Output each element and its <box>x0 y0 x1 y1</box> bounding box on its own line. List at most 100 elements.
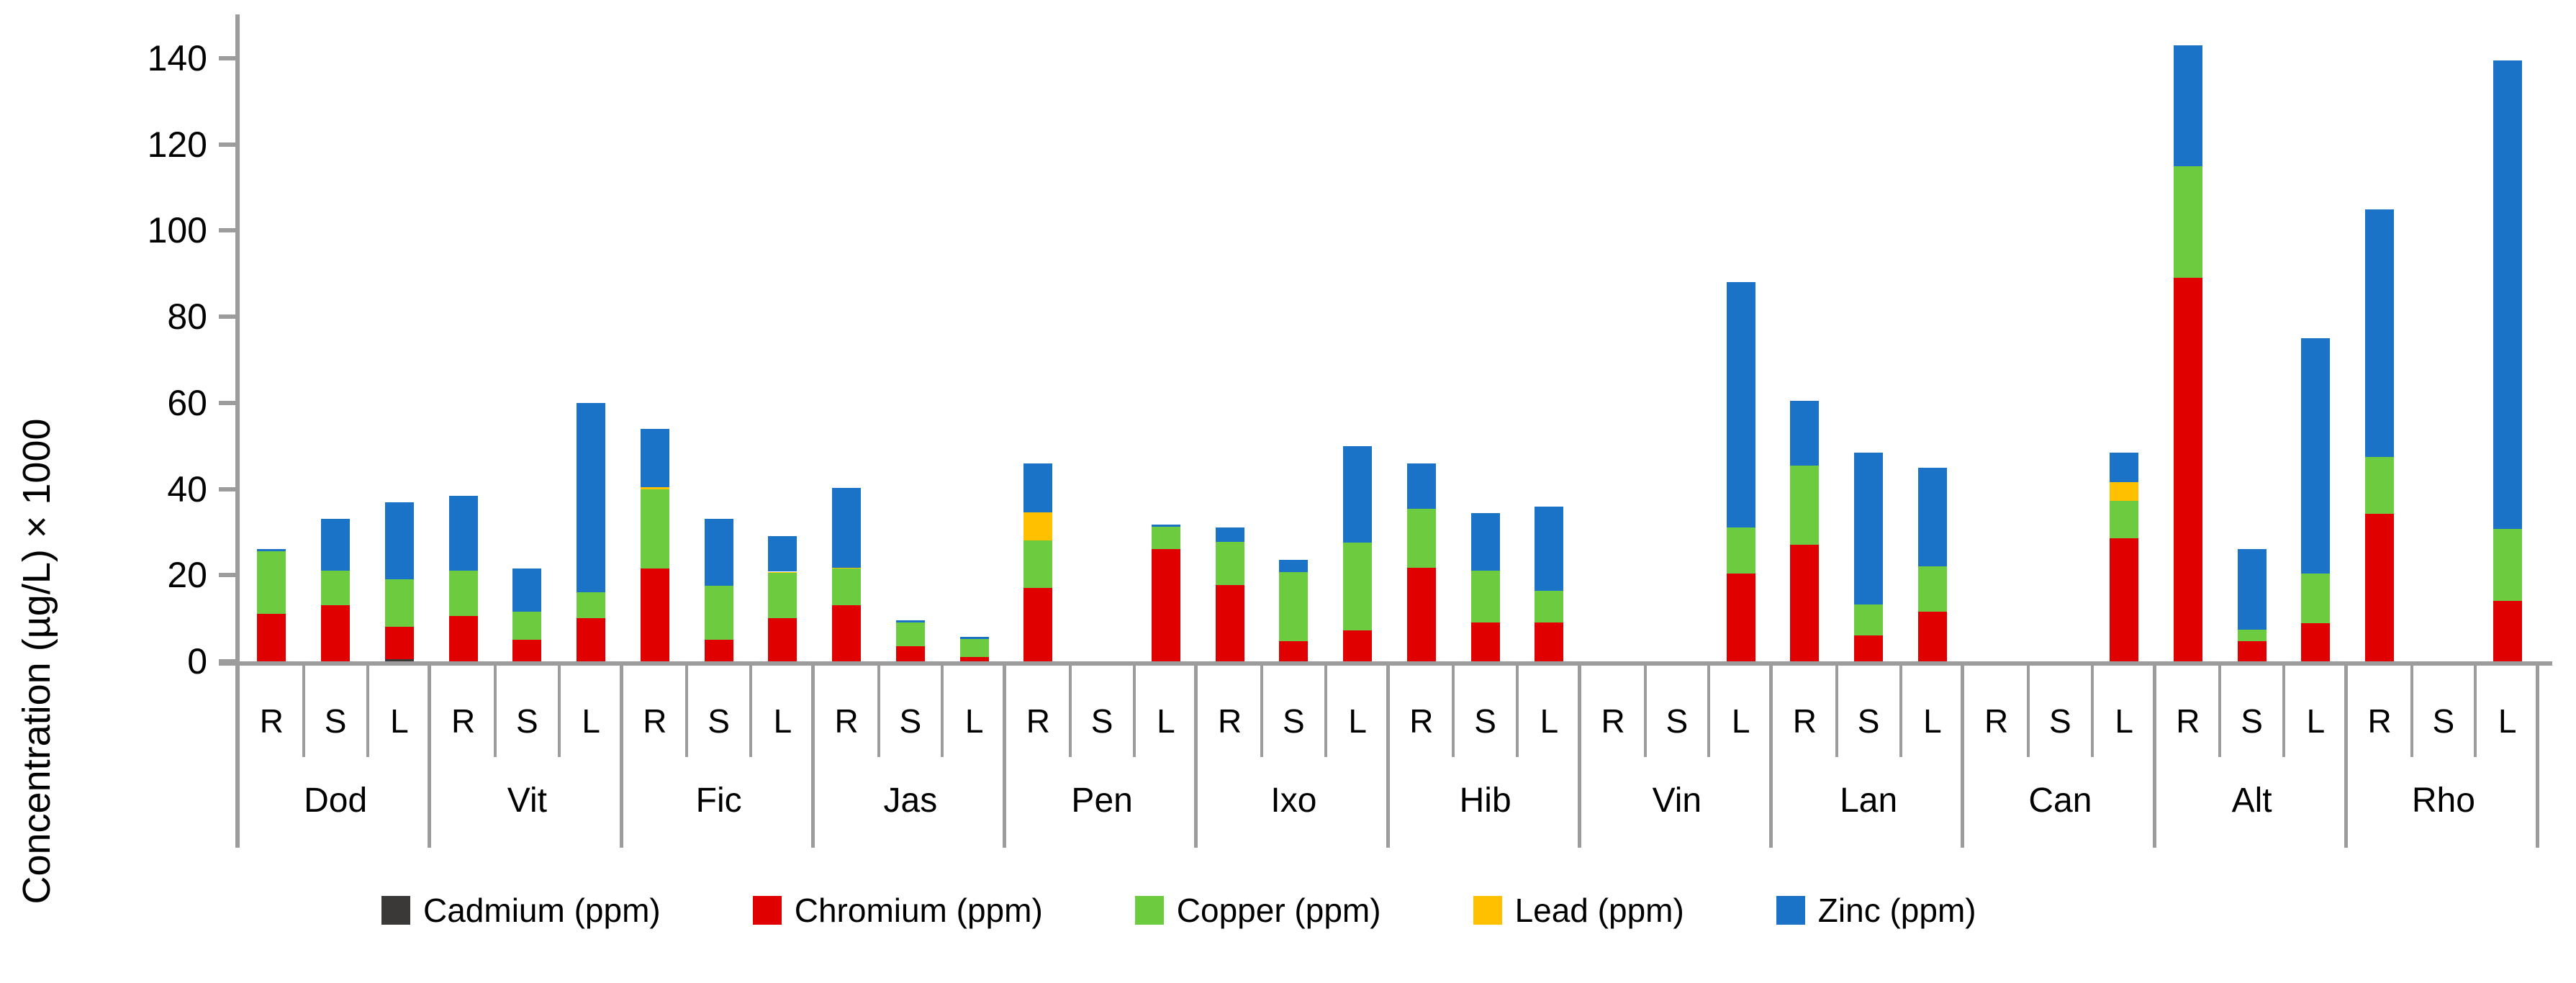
segment-Lan-R-copper <box>1790 466 1820 545</box>
slot-label: L <box>773 702 792 740</box>
segment-Dod-R-copper <box>257 551 286 615</box>
segment-Dod-R-zinc <box>257 549 286 552</box>
legend-label: Copper (ppm) <box>1176 892 1381 929</box>
segment-Vin-L-copper <box>1726 527 1755 574</box>
bar-Pen-L <box>1151 525 1180 661</box>
group-separator <box>2536 661 2539 848</box>
slot-separator <box>2410 661 2413 757</box>
segment-Ixo-R-chromium <box>1215 585 1244 661</box>
segment-Hib-S-zinc <box>1470 512 1500 571</box>
group-separator <box>2152 661 2156 848</box>
segment-Alt-L-zinc <box>2301 338 2331 574</box>
slot-separator <box>1068 661 1072 757</box>
slot-label: L <box>390 702 409 740</box>
bar-Lan-L <box>1917 467 1947 661</box>
segment-Dod-L-chromium <box>384 627 414 659</box>
slot-label: R <box>2367 702 2392 740</box>
segment-Alt-R-zinc <box>2173 45 2202 166</box>
segment-Alt-L-chromium <box>2301 622 2331 661</box>
slot-separator <box>1643 661 1647 757</box>
y-axis-tick-label: 60 <box>167 382 207 423</box>
bar-Lan-S <box>1854 452 1884 661</box>
segment-Hib-L-copper <box>1535 591 1564 623</box>
slot-label: S <box>2049 702 2071 740</box>
group-label: Alt <box>2231 782 2272 820</box>
segment-Ixo-L-chromium <box>1343 630 1373 661</box>
group-label: Dod <box>304 782 368 820</box>
group-separator <box>1386 661 1390 848</box>
slot-separator <box>1707 661 1711 757</box>
slot-label: L <box>1348 702 1367 740</box>
segment-Vit-L-zinc <box>577 402 606 593</box>
segment-Hib-S-copper <box>1470 571 1500 623</box>
legend-item-cadmium: Cadmium (ppm) <box>381 891 661 930</box>
y-axis-tick <box>219 142 240 147</box>
legend-swatch-icon <box>1134 896 1164 925</box>
slot-separator <box>557 661 561 757</box>
segment-Pen-R-zinc <box>1023 463 1053 513</box>
segment-Alt-L-copper <box>2301 573 2331 623</box>
group-label: Jas <box>883 782 938 820</box>
slot-separator <box>941 661 944 757</box>
legend-item-chromium: Chromium (ppm) <box>752 891 1043 930</box>
segment-Hib-R-copper <box>1406 508 1436 568</box>
group-separator <box>810 661 815 848</box>
y-axis-tick <box>219 56 240 60</box>
segment-Alt-S-chromium <box>2237 641 2267 661</box>
segment-Hib-L-chromium <box>1535 622 1564 661</box>
y-axis-tick-label: 140 <box>147 38 207 78</box>
segment-Hib-R-chromium <box>1406 567 1436 661</box>
segment-Ixo-S-zinc <box>1279 560 1309 573</box>
segment-Dod-S-copper <box>321 571 351 606</box>
segment-Can-L-copper <box>2110 500 2139 538</box>
group-label: Pen <box>1071 782 1133 820</box>
y-axis-tick <box>219 400 240 405</box>
segment-Jas-R-chromium <box>832 605 862 661</box>
slot-separator <box>1452 661 1455 757</box>
segment-Fic-R-copper <box>640 489 669 569</box>
slot-label: L <box>1731 702 1750 740</box>
slot-label: S <box>1283 702 1305 740</box>
segment-Pen-L-zinc <box>1151 525 1180 527</box>
bar-Vit-R <box>448 495 478 661</box>
legend-swatch-icon <box>752 896 782 925</box>
segment-Jas-L-zinc <box>959 636 989 639</box>
segment-Vit-R-chromium <box>448 616 478 661</box>
slot-separator <box>1260 661 1263 757</box>
segment-Fic-S-copper <box>704 586 733 640</box>
slot-separator <box>685 661 689 757</box>
bar-Pen-R <box>1023 463 1053 661</box>
group-separator <box>428 661 432 848</box>
slot-separator <box>2090 661 2094 757</box>
segment-Alt-R-copper <box>2173 166 2202 278</box>
slot-label: S <box>516 702 538 740</box>
segment-Dod-R-chromium <box>257 614 286 661</box>
segment-Fic-L-lead <box>768 571 797 574</box>
slot-label: L <box>964 702 984 740</box>
bar-Rho-R <box>2365 209 2395 661</box>
segment-Rho-R-zinc <box>2365 209 2395 458</box>
segment-Ixo-R-copper <box>1215 542 1244 586</box>
group-label: Vit <box>507 782 547 820</box>
legend-item-zinc: Zinc (ppm) <box>1776 891 1976 930</box>
bar-Hib-L <box>1535 506 1564 661</box>
legend-label: Cadmium (ppm) <box>423 892 661 929</box>
segment-Can-L-chromium <box>2110 538 2139 661</box>
segment-Jas-R-zinc <box>832 487 862 568</box>
segment-Jas-S-chromium <box>895 646 925 661</box>
slot-label: S <box>899 702 922 740</box>
segment-Alt-R-chromium <box>2173 278 2202 661</box>
segment-Pen-R-lead <box>1023 512 1053 541</box>
group-label: Vin <box>1652 782 1702 820</box>
slot-label: R <box>451 702 476 740</box>
segment-Fic-L-copper <box>768 573 797 619</box>
slot-label: S <box>324 702 347 740</box>
slot-label: R <box>1218 702 1242 740</box>
slot-label: L <box>2498 702 2517 740</box>
slot-label: L <box>582 702 600 740</box>
slot-separator <box>877 661 880 757</box>
group-label: Lan <box>1840 782 1898 820</box>
segment-Vin-L-zinc <box>1726 282 1755 527</box>
segment-Rho-L-zinc <box>2493 60 2522 529</box>
